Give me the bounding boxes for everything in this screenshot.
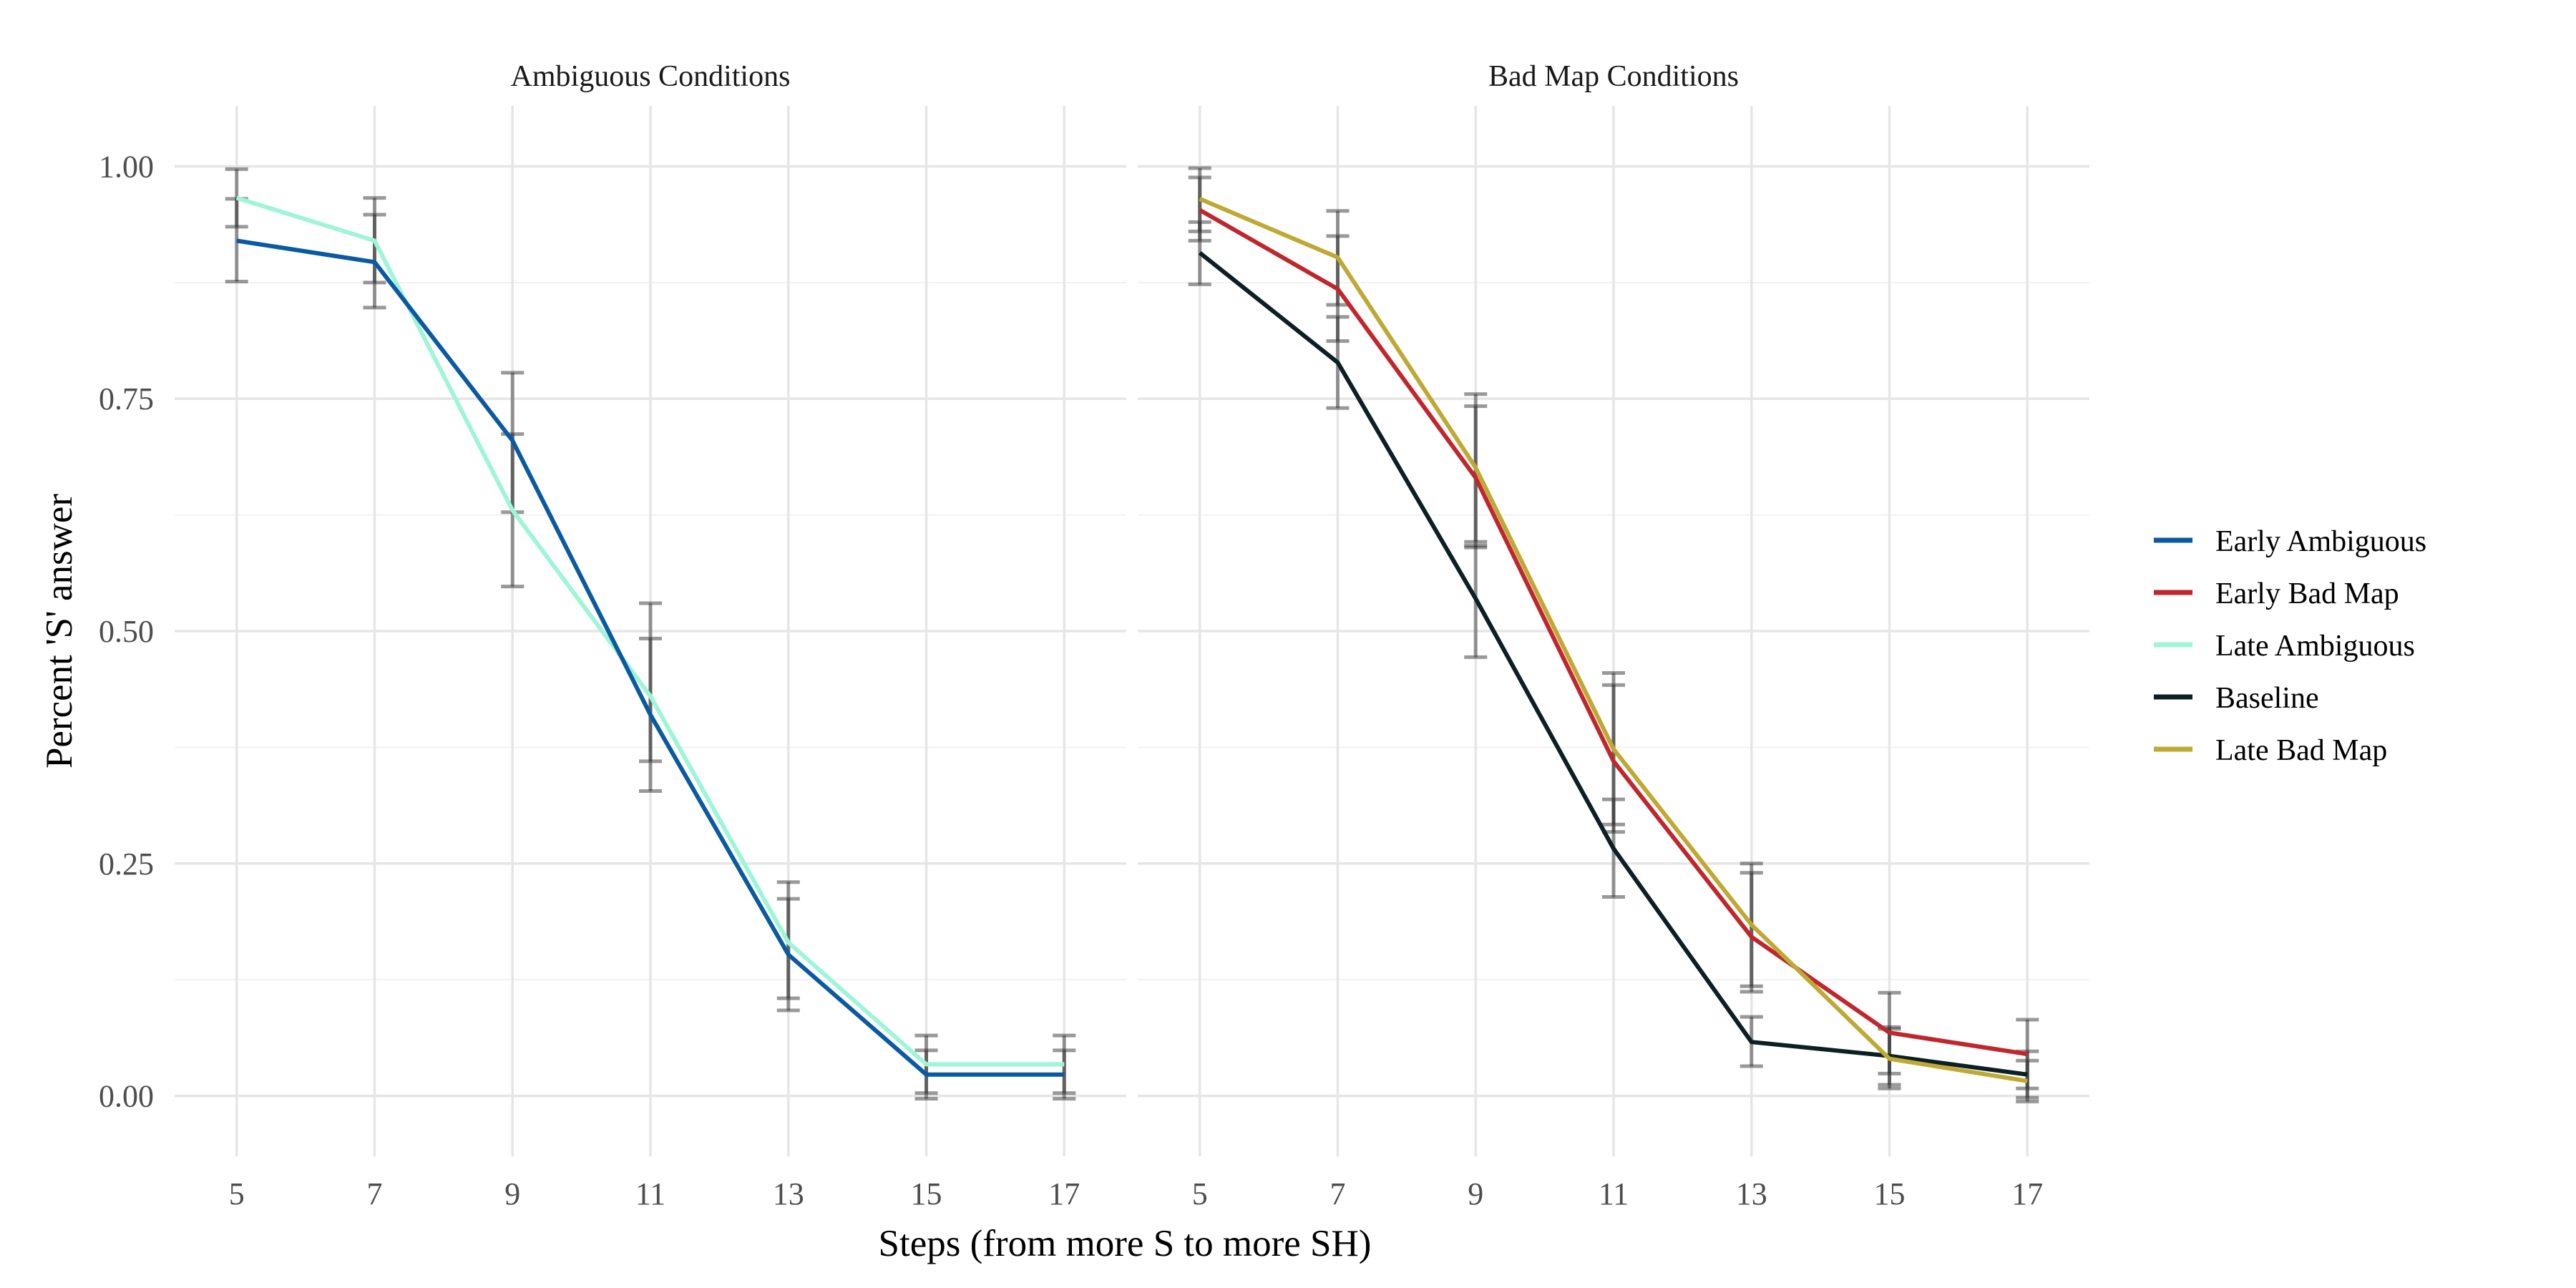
legend-label: Early Bad Map [2215, 577, 2399, 610]
x-tick-label: 5 [229, 1176, 245, 1211]
legend: Early Ambiguous Early Bad Map Late Ambiguo… [2154, 525, 2426, 767]
x-tick-label: 7 [366, 1176, 382, 1211]
y-tick-label: 0.50 [99, 614, 154, 649]
legend-label: Baseline [2215, 682, 2319, 715]
panel-ambiguous-conditions: Ambiguous Conditions 5 7 9 11 13 15 17 [175, 60, 1126, 1211]
legend-item: Early Bad Map [2154, 577, 2399, 610]
legend-label: Late Bad Map [2215, 734, 2387, 767]
x-tick-label: 15 [911, 1176, 942, 1211]
legend-label: Early Ambiguous [2215, 525, 2426, 558]
series-line-late-bad-map [1199, 197, 2028, 1083]
series-line-early-bad-map [1199, 208, 2028, 1057]
y-tick-label: 0.75 [99, 381, 154, 416]
legend-item: Late Ambiguous [2154, 630, 2415, 663]
panel-bad-map-conditions: Bad Map Conditions 5 7 9 11 13 15 17 [1138, 60, 2089, 1211]
legend-item: Early Ambiguous [2154, 525, 2426, 558]
x-tick-label: 13 [773, 1176, 804, 1211]
y-axis-title: Percent 'S' answer [39, 494, 80, 769]
panel-title: Ambiguous Conditions [511, 60, 791, 93]
panel-grid [1138, 106, 2089, 1156]
x-tick-label: 5 [1192, 1176, 1208, 1211]
y-tick-labels: 0.00 0.25 0.50 0.75 1.00 [99, 149, 154, 1113]
legend-item: Late Bad Map [2154, 734, 2387, 767]
panel-series-lines [1198, 197, 2028, 1083]
x-tick-label: 15 [1874, 1176, 1906, 1211]
x-axis-title: Steps (from more S to more SH) [879, 1223, 1372, 1264]
x-tick-label: 11 [635, 1176, 665, 1211]
panel-title: Bad Map Conditions [1488, 60, 1739, 93]
x-tick-labels: 5 7 9 11 13 15 17 [229, 1176, 1080, 1211]
x-tick-label: 7 [1330, 1176, 1345, 1211]
x-tick-labels: 5 7 9 11 13 15 17 [1192, 1176, 2044, 1211]
x-tick-label: 17 [1048, 1176, 1080, 1211]
series-line-early-ambiguous [236, 238, 1065, 1077]
panel-series-lines [235, 195, 1065, 1077]
x-tick-label: 9 [1468, 1176, 1483, 1211]
panel-grid [175, 106, 1126, 1156]
x-tick-label: 17 [2011, 1176, 2043, 1211]
y-tick-label: 1.00 [99, 149, 154, 184]
x-tick-label: 9 [504, 1176, 520, 1211]
x-tick-label: 11 [1599, 1176, 1629, 1211]
y-tick-label: 0.00 [99, 1079, 154, 1114]
legend-label: Late Ambiguous [2215, 630, 2415, 663]
legend-item: Baseline [2154, 682, 2319, 715]
y-tick-label: 0.25 [99, 847, 154, 882]
series-line-late-ambiguous [235, 195, 1065, 1067]
x-tick-label: 13 [1736, 1176, 1767, 1211]
